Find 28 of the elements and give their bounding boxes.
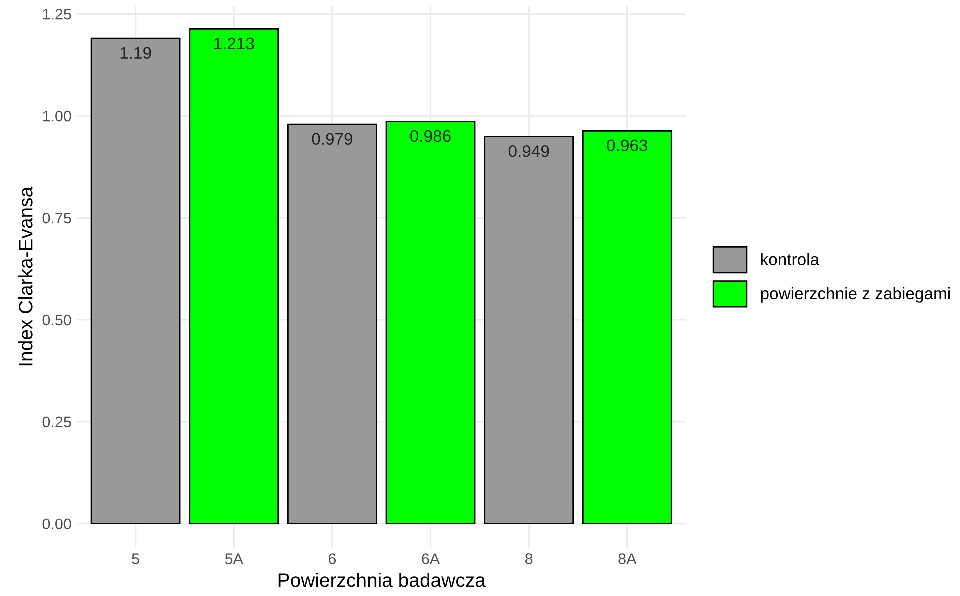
x-tick-label: 5 xyxy=(132,554,140,564)
data-label: 0.963 xyxy=(607,140,648,152)
bar xyxy=(90,38,181,525)
x-tick-label: 8A xyxy=(618,554,637,564)
y-axis-title: Index Clarka-Evansa xyxy=(18,186,33,366)
legend-label: kontrola xyxy=(761,253,820,266)
data-label: 0.949 xyxy=(508,145,550,158)
x-tick-label: 6 xyxy=(328,554,336,564)
y-tick-label: 0.00 xyxy=(42,518,72,530)
data-label: 0.979 xyxy=(312,133,353,146)
x-axis-title: Powierzchnia badawcza xyxy=(278,572,486,588)
legend-label: powierzchnie z zabiegami xyxy=(761,287,950,303)
bar xyxy=(288,124,378,525)
x-tick-label: 5A xyxy=(225,554,244,564)
y-tick-label: 0.50 xyxy=(42,314,72,326)
data-label: 1.19 xyxy=(120,47,152,59)
bar xyxy=(189,28,280,525)
y-tick-label: 1.25 xyxy=(43,8,72,20)
y-tick-label: 0.25 xyxy=(42,416,72,428)
bar xyxy=(582,130,672,525)
y-tick-label: 1.00 xyxy=(43,110,72,122)
x-tick-label: 6A xyxy=(422,554,440,564)
bar xyxy=(484,136,574,525)
data-label: 1.213 xyxy=(214,38,254,50)
x-tick-label: 8 xyxy=(526,554,533,564)
data-label: 0.986 xyxy=(410,130,451,142)
bar xyxy=(386,121,476,525)
y-tick-label: 0.75 xyxy=(42,212,72,224)
